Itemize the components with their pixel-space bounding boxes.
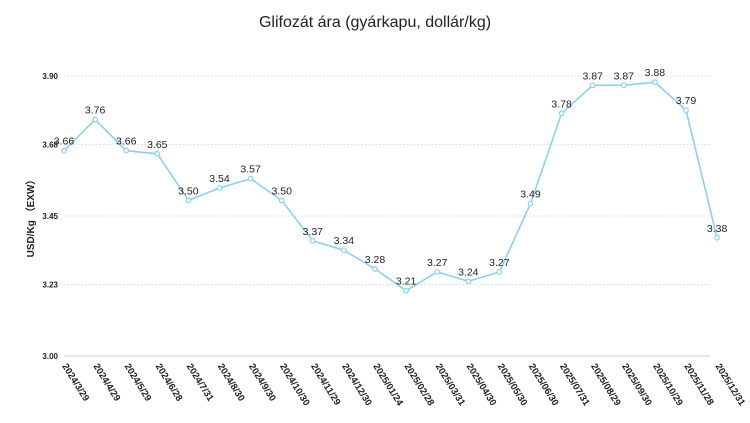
x-tick-2024/6/28: 2024/6/28 bbox=[153, 362, 185, 404]
data-label-2025/08/29: 3.87 bbox=[582, 70, 603, 82]
data-label-2025/11/28: 3.79 bbox=[676, 95, 697, 107]
point-2025/02/28 bbox=[403, 287, 410, 294]
data-label-2024/10/30: 3.50 bbox=[271, 185, 292, 197]
y-tick-3.23: 3.23 bbox=[42, 280, 58, 289]
x-tick-2024/12/30: 2024/12/30 bbox=[339, 362, 374, 408]
x-tick-2025/11/28: 2025/11/28 bbox=[681, 362, 715, 408]
x-tick-2024/4/29: 2024/4/29 bbox=[91, 362, 123, 404]
data-label-2025/03/31: 3.27 bbox=[427, 257, 448, 269]
data-label-2024/8/30: 3.54 bbox=[209, 173, 230, 185]
point-2025/06/30 bbox=[527, 200, 534, 207]
data-label-2025/09/30: 3.87 bbox=[614, 70, 635, 82]
point-2024/10/30 bbox=[278, 197, 285, 204]
point-2024/4/29 bbox=[92, 116, 98, 123]
point-2024/8/30 bbox=[216, 185, 223, 191]
point-2025/10/29 bbox=[652, 79, 658, 86]
data-label-2025/05/30: 3.27 bbox=[489, 257, 510, 269]
point-2024/3/29 bbox=[61, 147, 67, 154]
data-labels: 3.66 3.76 3.66 3.65 3.50 3.54 3.57 3.50 3.37 3.34… bbox=[54, 67, 728, 287]
x-tick-2025/09/30: 2025/09/30 bbox=[619, 362, 654, 408]
x-tick-2025/05/30: 2025/05/30 bbox=[495, 362, 530, 408]
y-tick-3.00: 3.00 bbox=[42, 352, 58, 361]
x-tick-2025/12/31: 2025/12/31 bbox=[713, 362, 748, 409]
point-2024/6/28 bbox=[154, 150, 161, 157]
point-2024/11/29 bbox=[309, 237, 316, 244]
point-2025/05/30 bbox=[496, 269, 503, 275]
x-tick-2025/04/30: 2025/04/30 bbox=[464, 362, 499, 408]
point-2024/12/30 bbox=[341, 247, 347, 254]
data-label-2024/12/30: 3.34 bbox=[334, 235, 355, 247]
x-tick-2025/01/24: 2025/01/24 bbox=[370, 362, 405, 409]
grid-layer bbox=[64, 75, 710, 357]
point-2024/5/29 bbox=[123, 147, 130, 154]
data-label-2025/10/29: 3.88 bbox=[645, 67, 666, 79]
point-2025/01/24 bbox=[372, 265, 378, 272]
point-2025/08/29 bbox=[589, 82, 596, 89]
point-2025/11/28 bbox=[683, 107, 689, 114]
data-label-2025/04/30: 3.24 bbox=[458, 266, 479, 278]
data-label-2024/11/29: 3.37 bbox=[303, 226, 324, 238]
x-tick-labels: 2024/3/29 2024/4/29 2024/5/29 2024/6/28 2024… bbox=[59, 362, 747, 409]
x-tick-2024/9/30: 2024/9/30 bbox=[246, 362, 278, 404]
y-axis-label: USD/Kg （EXW） bbox=[24, 175, 37, 258]
x-tick-2025/03/31: 2025/03/31 bbox=[433, 362, 468, 409]
data-label-2024/7/31: 3.50 bbox=[178, 185, 199, 197]
data-label-2025/12/31: 3.38 bbox=[707, 223, 728, 235]
y-tick-3.45: 3.45 bbox=[42, 212, 58, 221]
y-tick-3.90: 3.90 bbox=[42, 72, 58, 81]
x-tick-2025/10/29: 2025/10/29 bbox=[650, 362, 685, 408]
data-label-2024/4/29: 3.76 bbox=[85, 105, 106, 117]
data-label-2024/3/29: 3.66 bbox=[54, 136, 75, 148]
chart-title: Glifozát ára (gyárkapu, dollár/kg) bbox=[259, 14, 491, 31]
x-tick-2024/3/29: 2024/3/29 bbox=[59, 362, 91, 404]
point-2025/07/31 bbox=[558, 110, 565, 117]
point-2025/04/30 bbox=[465, 278, 472, 285]
point-2024/7/31 bbox=[185, 197, 192, 204]
data-points bbox=[61, 79, 720, 294]
x-tick-2025/07/31: 2025/07/31 bbox=[557, 362, 592, 409]
x-tick-2024/8/30: 2024/8/30 bbox=[215, 362, 247, 404]
data-label-2024/6/28: 3.65 bbox=[147, 139, 168, 151]
point-2025/03/31 bbox=[434, 269, 441, 275]
y-tick-3.68: 3.68 bbox=[42, 140, 58, 149]
x-tick-2024/10/30: 2024/10/30 bbox=[277, 362, 312, 408]
data-label-2024/9/30: 3.57 bbox=[240, 164, 261, 176]
point-2025/09/30 bbox=[620, 82, 627, 89]
data-label-2025/07/31: 3.78 bbox=[551, 98, 572, 110]
data-label-2025/02/28: 3.21 bbox=[396, 276, 417, 288]
x-tick-2025/06/30: 2025/06/30 bbox=[526, 362, 561, 408]
data-label-2025/06/30: 3.49 bbox=[520, 189, 541, 201]
x-tick-2025/02/28: 2025/02/28 bbox=[402, 362, 437, 408]
point-2025/12/31 bbox=[714, 234, 720, 241]
data-label-2025/01/24: 3.28 bbox=[365, 254, 386, 266]
x-tick-2024/5/29: 2024/5/29 bbox=[122, 362, 154, 404]
point-2024/9/30 bbox=[247, 175, 254, 182]
data-label-2024/5/29: 3.66 bbox=[116, 136, 137, 148]
x-tick-2025/08/29: 2025/08/29 bbox=[588, 362, 623, 408]
x-tick-2024/11/29: 2024/11/29 bbox=[308, 362, 342, 408]
x-tick-2024/7/31: 2024/7/31 bbox=[184, 362, 216, 404]
y-tick-labels: 3.00 3.23 3.45 3.68 3.90 bbox=[42, 72, 58, 361]
price-line bbox=[63, 81, 718, 292]
